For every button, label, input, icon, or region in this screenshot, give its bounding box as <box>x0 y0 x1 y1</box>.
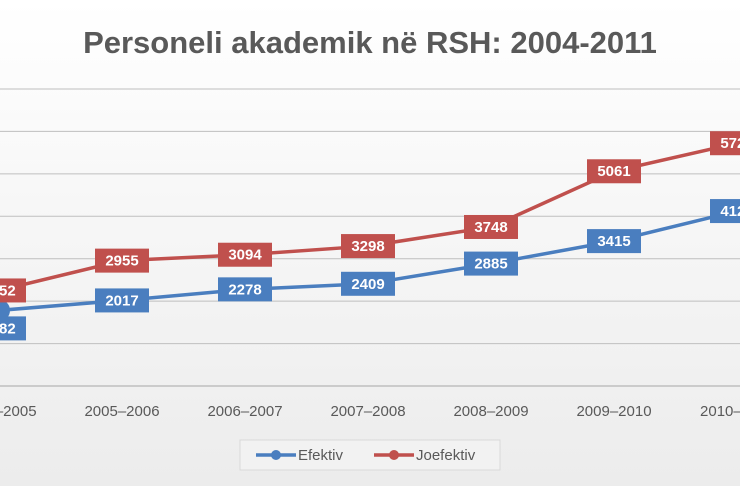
legend-label: Joefektiv <box>416 447 476 464</box>
data-label-box <box>587 159 641 184</box>
data-label-box <box>218 277 272 302</box>
data-label-box <box>464 251 518 276</box>
data-label: 2017 <box>105 292 138 309</box>
data-label-box <box>218 242 272 267</box>
legend-marker <box>271 450 281 460</box>
data-label-box <box>95 248 149 273</box>
legend-marker <box>389 450 399 460</box>
data-label: 2252 <box>0 282 16 299</box>
x-tick-label: 2006–2007 <box>207 403 282 420</box>
data-label: 2955 <box>105 253 138 270</box>
data-label: 3298 <box>351 238 384 255</box>
data-label: 5722 <box>720 135 740 152</box>
data-label: 2409 <box>351 276 384 293</box>
data-label: 3415 <box>597 233 630 250</box>
chart-title: Personeli akademik në RSH: 2004-2011 <box>83 25 657 60</box>
x-tick-label: 2007–2008 <box>330 403 405 420</box>
data-label-box <box>341 234 395 259</box>
data-label: 2278 <box>228 281 261 298</box>
marker <box>0 299 10 322</box>
data-label: 5061 <box>597 163 630 180</box>
data-label: 2885 <box>474 256 507 273</box>
data-label-box <box>587 229 641 254</box>
data-label-box <box>710 199 740 224</box>
data-label-box <box>341 271 395 296</box>
data-label: 4123 <box>720 203 740 220</box>
data-label-box <box>0 278 26 303</box>
data-label: 3094 <box>228 247 262 264</box>
data-label: 3748 <box>474 219 507 236</box>
x-tick-label: 2010–2011 <box>700 403 740 420</box>
x-tick-label: 2005–2006 <box>84 403 159 420</box>
x-tick-label: 2004–2005 <box>0 403 37 420</box>
legend-label: Efektiv <box>298 447 344 464</box>
x-tick-label: 2009–2010 <box>576 403 651 420</box>
data-label-box <box>464 214 518 239</box>
data-label-box <box>95 288 149 313</box>
data-label: 1782 <box>0 320 16 337</box>
data-label-box <box>710 131 740 156</box>
x-tick-label: 2008–2009 <box>453 403 528 420</box>
data-label-box <box>0 316 26 341</box>
